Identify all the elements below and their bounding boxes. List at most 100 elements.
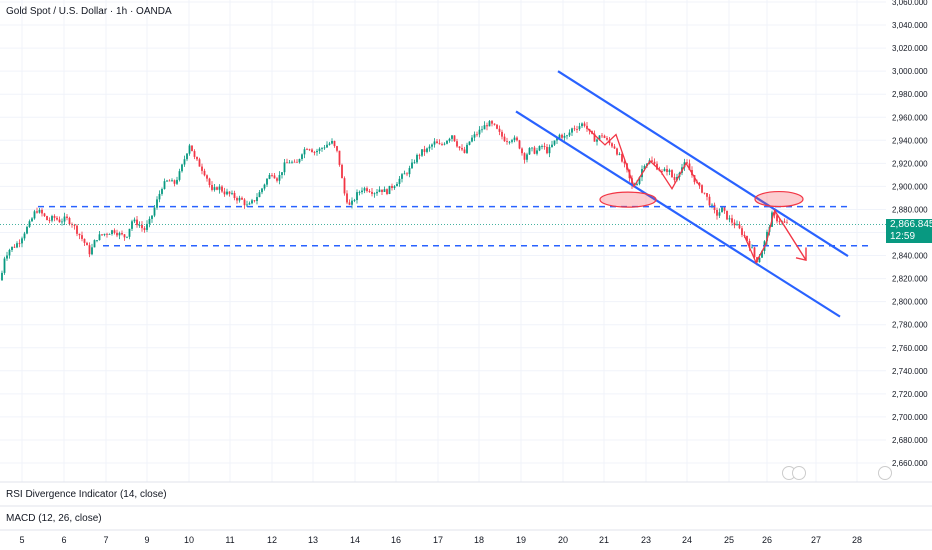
time-tick-label: 5 [19, 535, 24, 545]
horizontal-levels[interactable] [0, 205, 886, 247]
last-price-value: 2,866.845 [890, 219, 932, 230]
price-axis[interactable]: 3,060.000 3,040.000 3,020.000 3,000.000 2,98… [886, 0, 932, 550]
candle-body [118, 233, 121, 236]
candle-body [621, 153, 623, 162]
price-tick-label: 2,700.000 [892, 413, 928, 422]
price-tick-label: 3,000.000 [892, 67, 928, 76]
candle-body [493, 123, 496, 125]
candle-body [558, 134, 561, 139]
rsi-indicator-label[interactable]: RSI Divergence Indicator (14, close) [6, 489, 167, 500]
support-flip-ellipse [599, 191, 657, 208]
candle-body [223, 191, 226, 195]
candle-body [58, 219, 61, 223]
candle-body [183, 159, 186, 165]
candle-body [723, 207, 726, 211]
candle-body [498, 128, 501, 132]
candle-body [186, 153, 188, 160]
candle-body [746, 235, 748, 241]
candle-body [373, 193, 376, 195]
candle-body [506, 141, 508, 143]
candle-body [211, 185, 213, 190]
candle-body [466, 144, 468, 153]
candle-body [246, 204, 248, 206]
candle-body [181, 164, 183, 172]
time-axis[interactable]: 5 6 7 9 10 11 12 13 14 16 17 18 19 20 21 23 24 25 26 27 28 [0, 481, 932, 545]
candle-body [266, 178, 268, 185]
candle-body [156, 199, 158, 208]
candle-body [513, 137, 516, 141]
time-tick-label: 26 [762, 535, 772, 545]
price-tick-label: 2,680.000 [892, 436, 928, 445]
candle-body [738, 224, 741, 229]
candle-body [316, 150, 318, 153]
candle-body [546, 146, 548, 154]
candle-body [481, 129, 483, 131]
candle-body [26, 226, 28, 234]
candle-body [393, 186, 396, 188]
us-flag-icon[interactable] [792, 466, 806, 480]
candle-body [76, 225, 78, 234]
candle-body [516, 137, 518, 141]
candle-body [786, 222, 788, 224]
candle-body [136, 219, 138, 226]
candle-body [228, 191, 231, 194]
candle-body [556, 138, 558, 141]
time-tick-label: 12 [267, 535, 277, 545]
candle-body [741, 228, 743, 235]
annotations[interactable] [587, 128, 807, 264]
candle-body [196, 156, 198, 160]
candle-body [533, 147, 536, 154]
candle-body [226, 191, 228, 195]
candle-body [191, 145, 193, 152]
us-flag-axis-icon[interactable] [878, 466, 892, 480]
candle-body [261, 188, 263, 193]
candle-body [593, 133, 596, 142]
candle-body [396, 183, 398, 187]
candle-body [336, 146, 338, 151]
candle-body [413, 162, 416, 164]
candle-body [306, 149, 308, 151]
candle-body [693, 175, 696, 183]
candle-body [446, 140, 448, 144]
candle-body [83, 238, 86, 243]
price-tick-label: 2,760.000 [892, 344, 928, 353]
candle-body [383, 189, 386, 192]
retest-ellipse [754, 190, 804, 208]
candle-body [731, 218, 733, 223]
candle-body [636, 183, 638, 185]
candle-body [711, 204, 713, 206]
candle-body [28, 221, 31, 227]
candle-body [81, 235, 83, 239]
candle-body [23, 233, 26, 239]
macd-indicator-label[interactable]: MACD (12, 26, close) [6, 513, 102, 524]
time-tick-label: 28 [852, 535, 862, 545]
candle-body [236, 198, 238, 201]
candle-body [143, 228, 146, 230]
candle-body [286, 162, 288, 164]
candle-body [321, 148, 323, 149]
candle-body [736, 224, 738, 226]
candle-body [686, 162, 688, 164]
price-tick-label: 2,800.000 [892, 298, 928, 307]
candle-body [706, 193, 708, 197]
candle-body [303, 149, 306, 155]
candle-body [328, 143, 331, 145]
candle-body [761, 250, 763, 258]
candle-body [701, 185, 703, 193]
descending-channel[interactable] [515, 70, 849, 318]
candle-body [113, 230, 116, 233]
time-tick-label: 27 [811, 535, 821, 545]
candle-body [508, 141, 511, 143]
time-tick-label: 7 [103, 535, 108, 545]
candle-body [401, 174, 403, 179]
candle-body [536, 150, 538, 154]
candle-body [703, 192, 706, 194]
candle-body [276, 178, 278, 181]
candle-body [543, 146, 546, 147]
candle-body [31, 218, 33, 222]
candle-body [293, 161, 296, 163]
candle-body [496, 124, 498, 129]
candle-body [708, 196, 711, 206]
candle-body [748, 240, 751, 248]
